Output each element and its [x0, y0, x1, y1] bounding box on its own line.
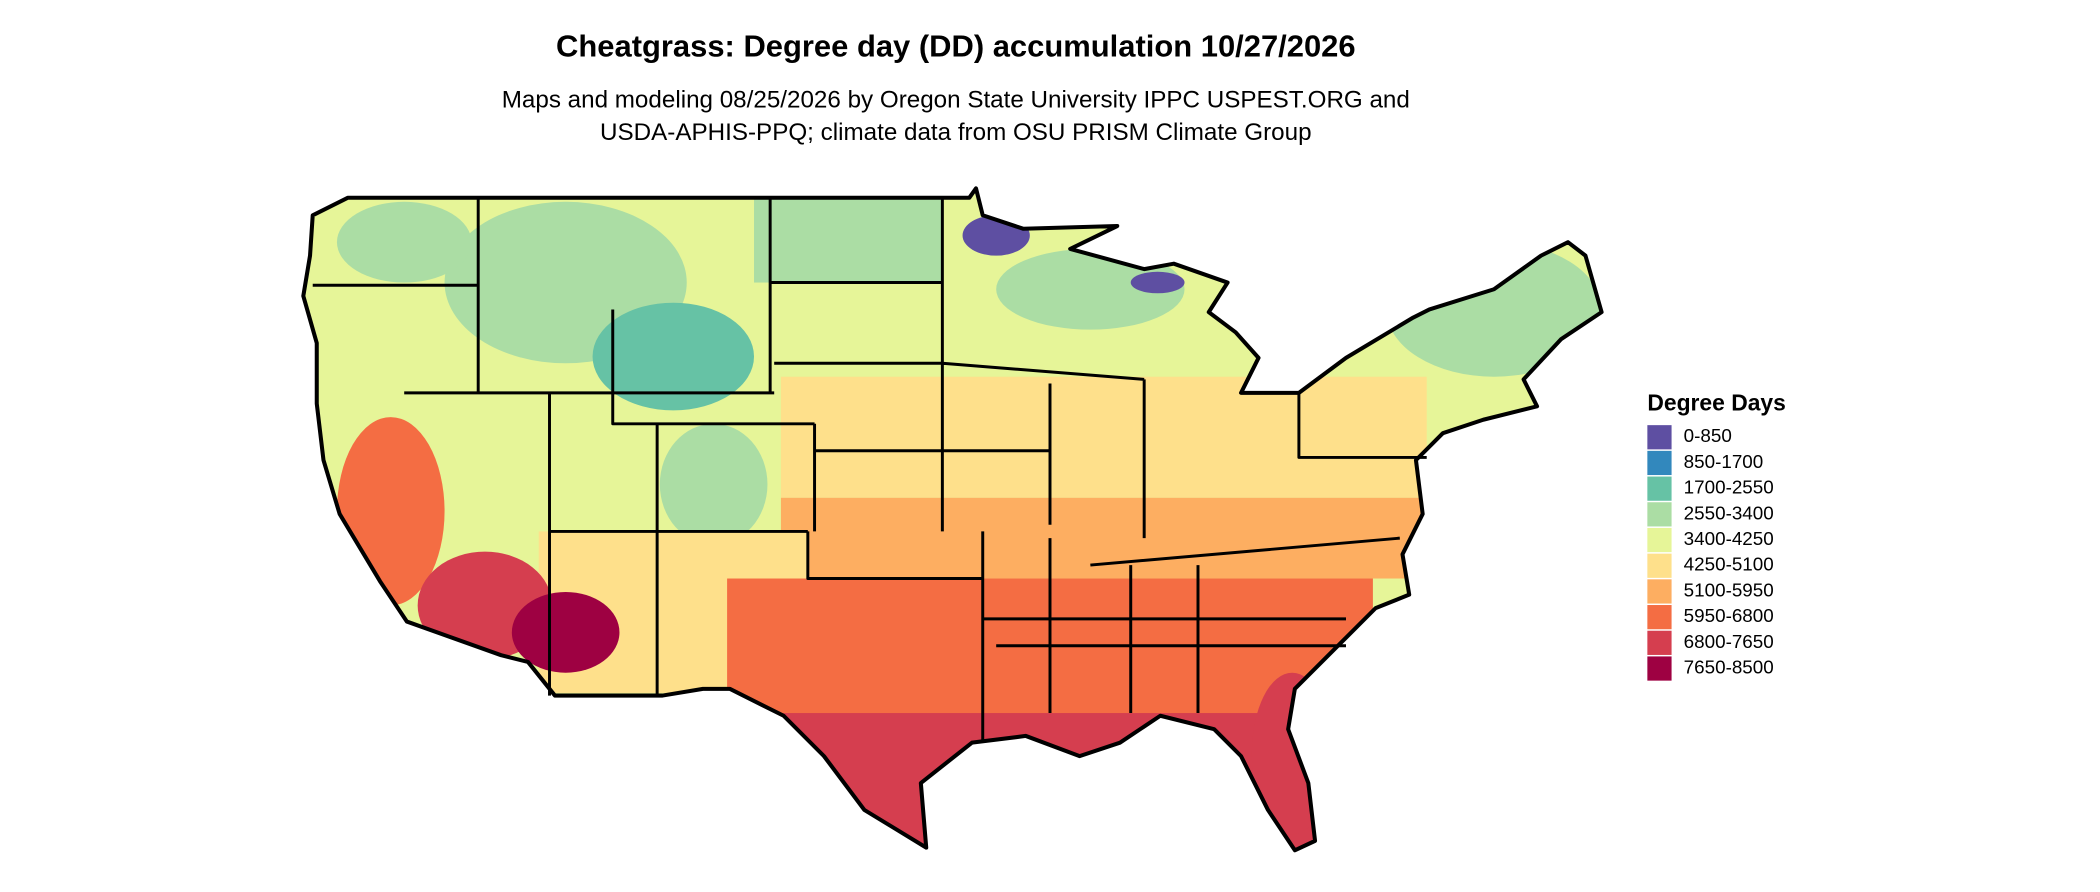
legend-label: 7650-8500 — [1684, 656, 1774, 677]
legend-label: 0-850 — [1684, 425, 1732, 446]
legend: 0-850 850-1700 1700-2550 2550-3400 3400-4250… — [1647, 425, 1774, 681]
title: Cheatgrass: Degree day (DD) accumulation… — [556, 29, 1356, 64]
subtitle: Maps and modeling 08/25/2026 by Oregon S… — [502, 87, 1410, 114]
state-borders — [312, 197, 1427, 740]
legend-label: 4250-5100 — [1684, 554, 1774, 575]
legend-swatch — [1647, 605, 1672, 630]
legend-swatch — [1647, 630, 1672, 655]
legend-label: 6800-7650 — [1684, 631, 1774, 652]
legend-swatch — [1647, 579, 1672, 604]
legend-swatch — [1647, 527, 1672, 553]
legend-swatch — [1647, 425, 1672, 450]
legend-label: 1700-2550 — [1684, 477, 1774, 498]
legend-label: 850-1700 — [1684, 451, 1764, 472]
legend-swatch — [1647, 476, 1672, 501]
legend-title: Degree Days — [1647, 389, 1786, 415]
legend-swatch — [1647, 656, 1672, 681]
subtitle: USDA-APHIS-PPQ; climate data from OSU PR… — [600, 119, 1311, 146]
legend-swatch — [1647, 502, 1672, 527]
legend-swatch — [1647, 553, 1672, 578]
legend-label: 5100-5950 — [1684, 579, 1774, 600]
legend-label: 2550-3400 — [1684, 502, 1774, 523]
legend-swatch — [1647, 450, 1672, 476]
legend-label: 5950-6800 — [1684, 605, 1774, 626]
legend-label: 3400-4250 — [1684, 528, 1774, 549]
